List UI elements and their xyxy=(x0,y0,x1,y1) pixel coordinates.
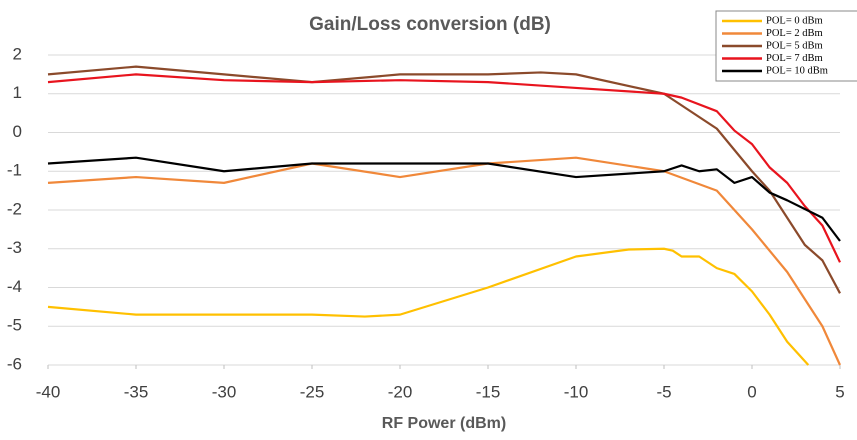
legend-label: POL= 0 dBm xyxy=(766,15,823,26)
x-tick-label: 5 xyxy=(835,382,844,401)
legend-label: POL= 5 dBm xyxy=(766,40,823,51)
y-tick-label: -4 xyxy=(7,277,22,296)
series-line xyxy=(47,73,841,263)
y-tick-label: -1 xyxy=(7,161,22,180)
y-tick-label: 0 xyxy=(13,122,22,141)
x-tick-label: -5 xyxy=(656,382,671,401)
series-line xyxy=(47,156,842,366)
x-tick-label: -30 xyxy=(212,382,237,401)
y-tick-label: -2 xyxy=(7,199,22,218)
chart-title: Gain/Loss conversion (dB) xyxy=(309,14,551,35)
x-tick-label: -35 xyxy=(124,382,149,401)
x-tick-label: -15 xyxy=(476,382,501,401)
x-tick-label: -10 xyxy=(564,382,589,401)
x-tick-label: -20 xyxy=(388,382,413,401)
y-tick-label: -6 xyxy=(7,354,22,373)
x-tick-label: -25 xyxy=(300,382,325,401)
series-line xyxy=(47,156,841,242)
legend-label: POL= 2 dBm xyxy=(766,28,823,39)
series-line xyxy=(47,247,810,366)
y-tick-label: -5 xyxy=(7,316,22,335)
x-tick-label: 0 xyxy=(747,382,756,401)
y-tick-label: 2 xyxy=(13,44,22,63)
series-line xyxy=(47,65,841,294)
legend-label: POL= 7 dBm xyxy=(766,53,823,64)
plot-area xyxy=(47,65,842,366)
x-axis-label: RF Power (dBm) xyxy=(382,415,506,432)
grid: 2 1 0 -1 -2 -3 -4 -5 -6 -40 -35 -30 -25 -20 -15 -10 -5 0 5 xyxy=(7,44,845,401)
legend-label: POL= 10 dBm xyxy=(766,65,828,76)
x-tick-label: -40 xyxy=(36,382,61,401)
y-tick-label: -3 xyxy=(7,238,22,257)
y-tick-label: 1 xyxy=(13,83,22,102)
